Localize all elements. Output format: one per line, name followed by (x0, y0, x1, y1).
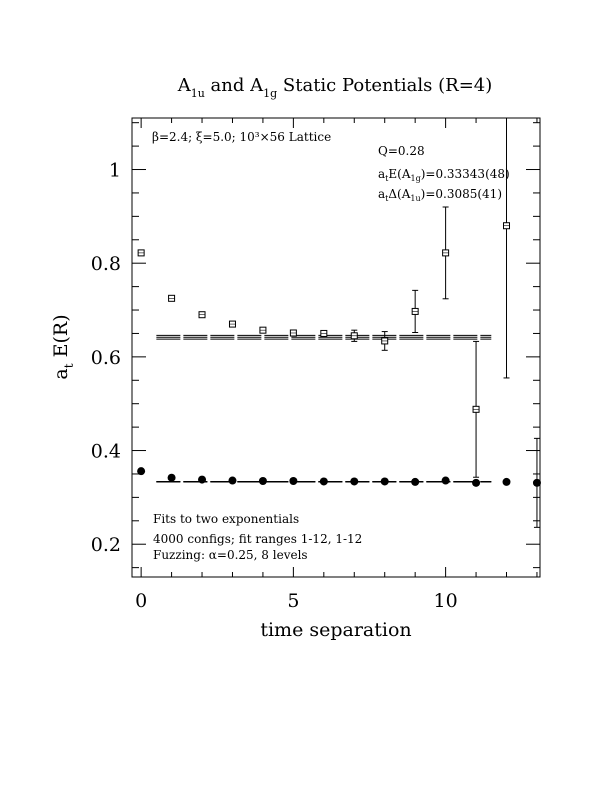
filled-circle-point (411, 477, 420, 486)
filled-circle-point (167, 473, 176, 482)
ground-energy-label: atE(A1g)=0.33343(48) (378, 167, 510, 183)
fit-bands (156, 334, 492, 483)
filled-circle-point (350, 477, 359, 486)
filled-circle-point (441, 476, 450, 485)
filled-circle-point (380, 477, 389, 486)
x-axis-label: time separation (260, 619, 411, 641)
y-tick-label: 0.4 (91, 441, 121, 463)
lattice-info: β=2.4; ξ=5.0; 10³×56 Lattice (152, 130, 331, 144)
y-axis-tick-labels: 0.2 0.4 0.6 0.8 1 (91, 160, 121, 557)
filled-circle-point (532, 478, 541, 487)
plot-frame (131, 117, 541, 578)
y-tick-label: 0.6 (91, 347, 121, 369)
fit-quality-label: Q=0.28 (378, 144, 425, 158)
y-axis-label: at E(R) (50, 314, 76, 379)
filled-circle-point (228, 476, 237, 485)
x-tick-label: 0 (135, 590, 147, 612)
filled-circle-point (502, 477, 511, 486)
x-tick-label: 5 (287, 590, 299, 612)
fuzzing-note: Fuzzing: α=0.25, 8 levels (153, 548, 308, 562)
chart-title: A1u and A1g Static Potentials (R=4) (177, 75, 493, 100)
y-tick-label: 0.2 (91, 534, 121, 556)
x-axis-tick-labels: 0 5 10 (135, 590, 458, 612)
config-note: 4000 configs; fit ranges 1-12, 1-12 (153, 532, 362, 546)
fit-method-note: Fits to two exponentials (153, 512, 299, 526)
energy-gap-label: atΔ(A1u)=0.3085(41) (378, 187, 502, 203)
y-tick-label: 1 (109, 160, 121, 182)
filled-circle-point (137, 467, 146, 476)
data-points (137, 118, 541, 528)
filled-circle-point (472, 478, 481, 487)
filled-circle-point (198, 475, 207, 484)
filled-circle-point (258, 476, 267, 485)
x-tick-label: 10 (434, 590, 458, 612)
filled-circle-point (319, 477, 328, 486)
y-tick-label: 0.8 (91, 253, 121, 275)
filled-circle-point (289, 476, 298, 485)
